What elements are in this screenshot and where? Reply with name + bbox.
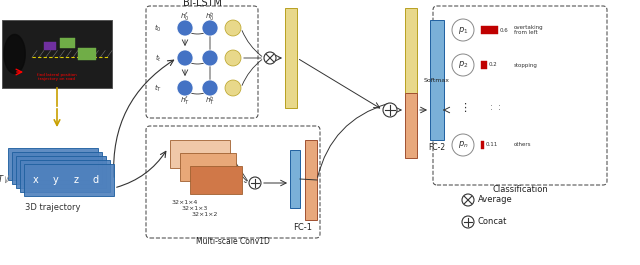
Bar xyxy=(430,20,444,140)
Text: 0.2: 0.2 xyxy=(488,63,497,68)
Bar xyxy=(16,156,106,188)
Text: $t_T$: $t_T$ xyxy=(154,82,162,94)
Text: :: : xyxy=(498,104,500,113)
Circle shape xyxy=(177,20,193,36)
Text: y: y xyxy=(53,175,59,185)
Text: $p_n$: $p_n$ xyxy=(458,139,468,151)
Text: $\vdots$: $\vdots$ xyxy=(459,101,467,114)
Circle shape xyxy=(249,177,261,189)
Text: Softmax: Softmax xyxy=(424,77,450,82)
Text: $h_0^b$: $h_0^b$ xyxy=(205,10,215,24)
Bar xyxy=(44,42,56,50)
Circle shape xyxy=(225,20,241,36)
Circle shape xyxy=(452,19,474,41)
Bar xyxy=(2,20,112,88)
Text: Classification: Classification xyxy=(492,184,548,193)
Text: FC-1: FC-1 xyxy=(294,223,312,232)
Text: 0.6: 0.6 xyxy=(500,28,509,33)
Bar xyxy=(190,166,242,194)
Text: T: T xyxy=(0,175,3,184)
Bar xyxy=(12,152,102,184)
Text: $h_0^f$: $h_0^f$ xyxy=(180,10,189,24)
Text: :: : xyxy=(490,104,492,113)
Text: stopping: stopping xyxy=(514,63,538,68)
Text: $h_T^f$: $h_T^f$ xyxy=(180,94,190,108)
Text: Average: Average xyxy=(478,196,513,205)
Bar xyxy=(8,148,98,180)
Text: $p_2$: $p_2$ xyxy=(458,60,468,70)
Text: 32×1×2: 32×1×2 xyxy=(192,211,218,217)
Bar xyxy=(285,8,297,108)
Bar xyxy=(305,140,317,220)
Circle shape xyxy=(462,194,474,206)
Polygon shape xyxy=(4,34,26,74)
Bar xyxy=(405,8,417,93)
Bar xyxy=(481,141,484,149)
Text: Multi-scale Conv1D: Multi-scale Conv1D xyxy=(196,237,270,246)
Circle shape xyxy=(177,80,193,96)
Circle shape xyxy=(202,50,218,66)
Bar xyxy=(405,93,417,158)
Text: x: x xyxy=(33,175,39,185)
Circle shape xyxy=(452,134,474,156)
Text: 0.11: 0.11 xyxy=(486,143,499,148)
Text: overtaking
from left: overtaking from left xyxy=(514,25,543,36)
Text: $h_T^b$: $h_T^b$ xyxy=(205,94,215,108)
Bar xyxy=(170,140,230,168)
Text: 32×1×3: 32×1×3 xyxy=(182,205,209,210)
Circle shape xyxy=(202,20,218,36)
Text: $p_1$: $p_1$ xyxy=(458,24,468,36)
Text: 32×1×4: 32×1×4 xyxy=(172,200,198,205)
Text: 3D trajectory: 3D trajectory xyxy=(25,204,81,213)
Circle shape xyxy=(202,80,218,96)
Text: $t_t$: $t_t$ xyxy=(155,52,161,64)
Circle shape xyxy=(452,54,474,76)
Circle shape xyxy=(383,103,397,117)
Bar xyxy=(481,61,486,69)
Bar xyxy=(78,48,96,60)
Bar xyxy=(20,160,110,192)
Circle shape xyxy=(462,216,474,228)
Text: Bi-LSTM: Bi-LSTM xyxy=(182,0,221,8)
Bar xyxy=(60,38,75,48)
Bar xyxy=(290,150,300,208)
Bar xyxy=(180,153,236,181)
Circle shape xyxy=(225,80,241,96)
Circle shape xyxy=(225,50,241,66)
Circle shape xyxy=(264,52,276,64)
Bar xyxy=(481,26,498,34)
Text: z: z xyxy=(74,175,79,185)
Text: FC-2: FC-2 xyxy=(428,144,445,152)
Text: Concat: Concat xyxy=(478,218,508,227)
Text: find lateral position
trajectory on road: find lateral position trajectory on road xyxy=(37,73,77,81)
Bar xyxy=(24,164,114,196)
Text: $t_0$: $t_0$ xyxy=(154,23,162,34)
Text: d: d xyxy=(93,175,99,185)
Text: others: others xyxy=(514,143,531,148)
Circle shape xyxy=(177,50,193,66)
